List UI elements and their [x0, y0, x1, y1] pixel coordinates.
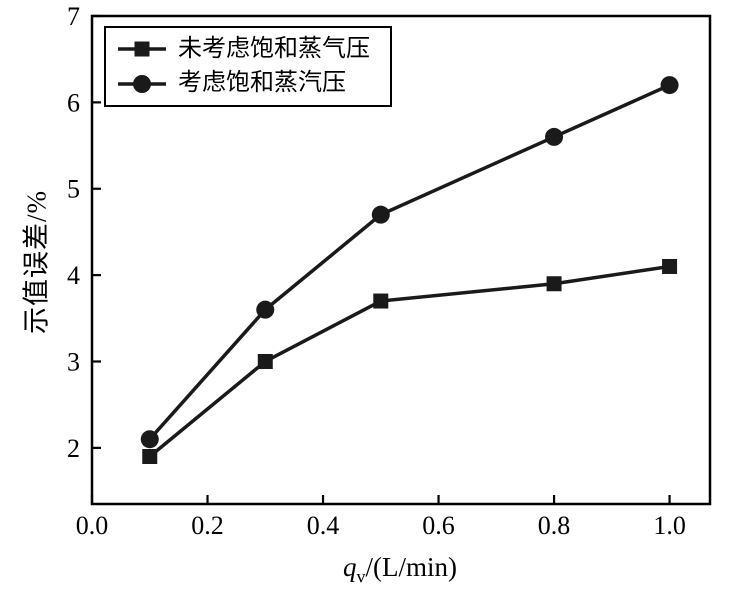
x-tick-label: 0.8: [538, 511, 571, 540]
x-tick-label: 0.0: [76, 511, 109, 540]
y-tick-label: 4: [67, 261, 80, 290]
legend-entry-series1: 未考虑饱和蒸气压: [118, 36, 370, 62]
x-axis-label: qv/(L/min): [343, 552, 457, 587]
x-axis-label-unit: /(L/min): [365, 552, 457, 582]
circle-marker: [256, 300, 275, 319]
series-line: [148, 83, 671, 441]
y-axis-label: 示值误差/%: [21, 190, 52, 334]
x-tick-label: 0.4: [307, 511, 340, 540]
square-marker-icon: [118, 41, 166, 57]
circle-marker: [371, 205, 390, 224]
x-tick-label: 1.0: [653, 511, 686, 540]
square-marker: [373, 293, 389, 309]
legend: 未考虑饱和蒸气压 考虑饱和蒸汽压: [104, 26, 392, 107]
y-tick-label: 2: [67, 434, 80, 463]
x-tick-label: 0.2: [191, 511, 224, 540]
square-marker: [662, 258, 678, 274]
square-marker: [142, 448, 158, 464]
x-axis-label-subscript: v: [356, 566, 366, 587]
legend-label-series1: 未考虑饱和蒸气压: [178, 36, 370, 62]
circle-marker-icon: [118, 74, 166, 93]
square-marker: [257, 353, 273, 369]
y-tick-label: 3: [67, 347, 80, 376]
circle-marker: [660, 76, 679, 95]
plot-frame: [90, 14, 712, 506]
x-tick-label: 0.6: [422, 511, 455, 540]
legend-label-series2: 考虑饱和蒸汽压: [178, 70, 346, 97]
legend-entry-series2: 考虑饱和蒸汽压: [118, 70, 370, 96]
series-line: [148, 264, 670, 458]
y-tick-label: 5: [67, 175, 80, 204]
x-axis-label-variable: q: [343, 552, 357, 582]
circle-marker: [545, 127, 564, 146]
circle-marker: [140, 430, 159, 449]
y-tick-label: 7: [67, 2, 80, 31]
y-tick-label: 6: [67, 88, 80, 117]
square-marker: [546, 276, 562, 292]
